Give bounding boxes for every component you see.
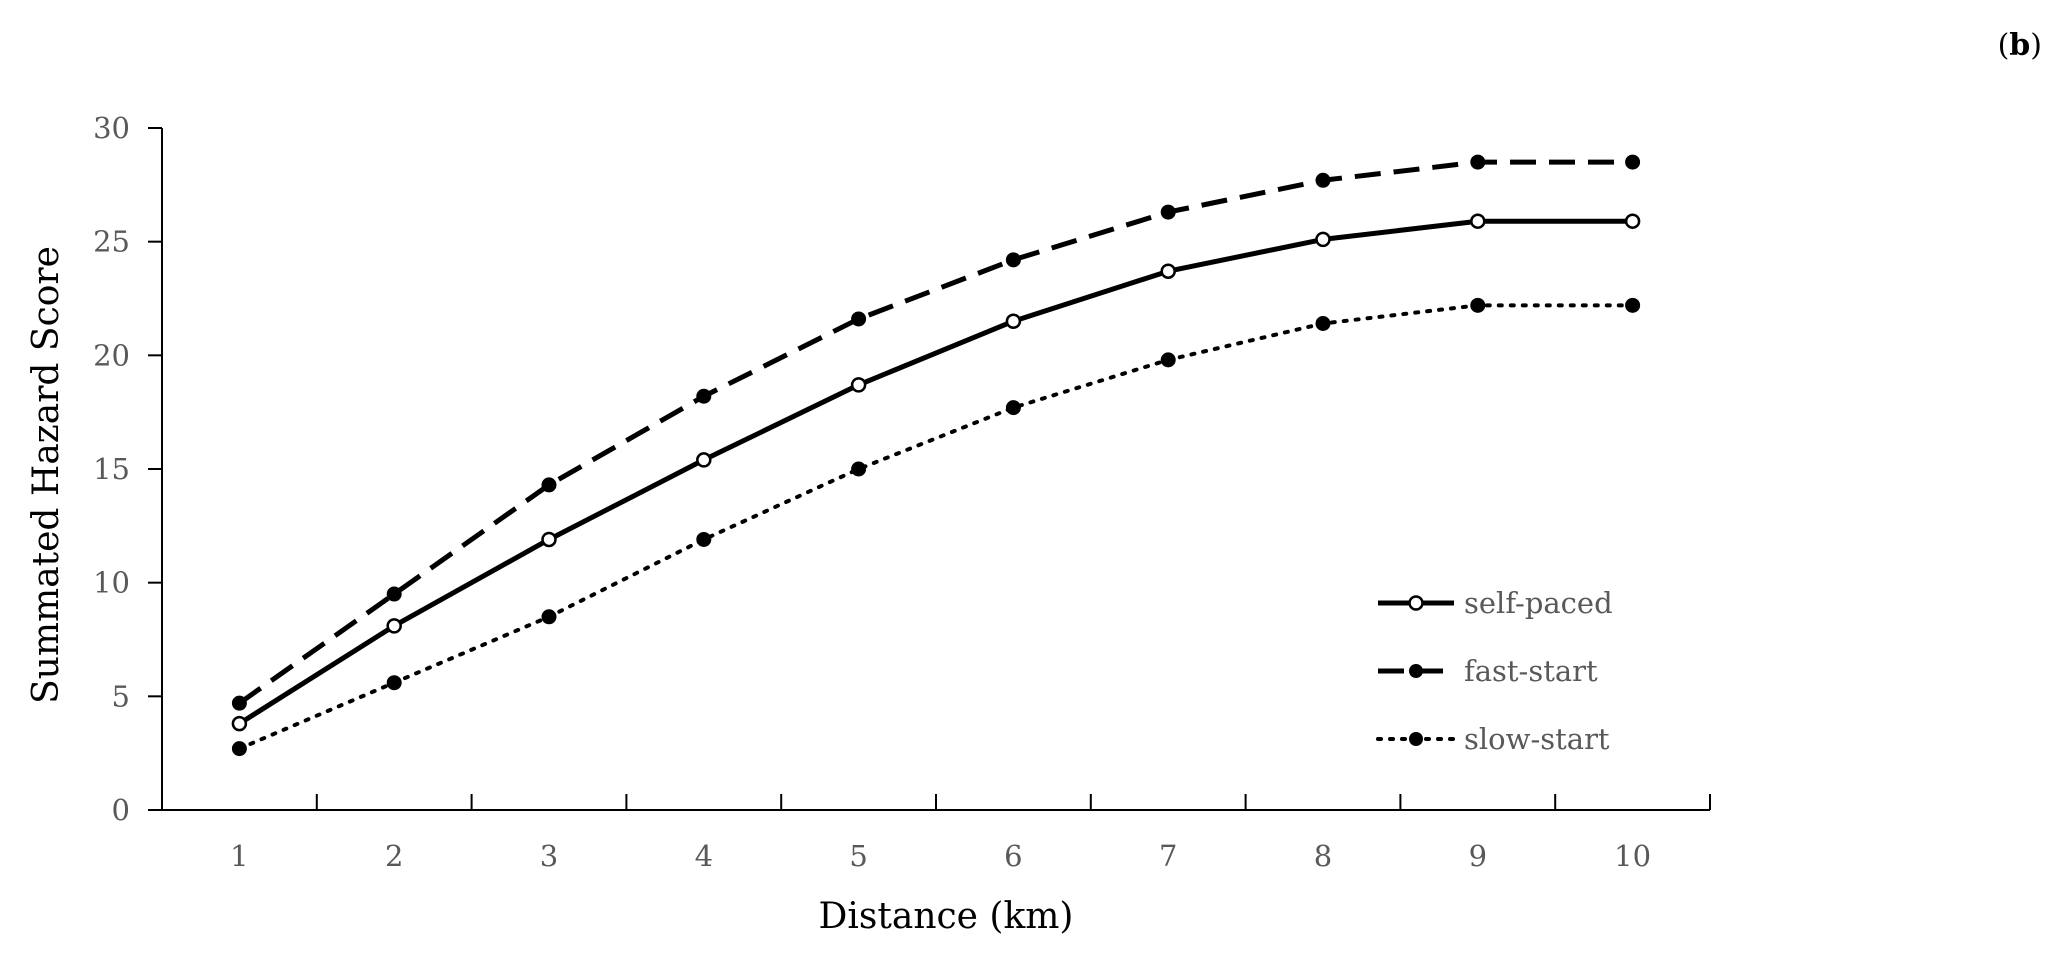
series-line-slow-start <box>237 303 1635 751</box>
data-point <box>231 695 247 711</box>
y-tick-label: 30 <box>93 111 130 145</box>
data-point <box>1470 154 1486 170</box>
data-point <box>1625 154 1641 170</box>
series-fast-start <box>231 154 1641 711</box>
x-tick-label: 6 <box>1004 839 1022 873</box>
data-point <box>696 388 712 404</box>
series-line-self-paced <box>238 218 1633 726</box>
data-point <box>1624 213 1641 229</box>
series-slow-start <box>231 297 1641 757</box>
data-point <box>1315 316 1331 332</box>
data-point <box>1625 297 1641 313</box>
legend-marker <box>1409 664 1423 678</box>
data-point <box>386 586 402 602</box>
y-tick-label: 20 <box>93 338 130 372</box>
series-layer <box>231 154 1641 757</box>
x-tick-label: 2 <box>385 839 403 873</box>
x-tick-label: 1 <box>230 839 248 873</box>
x-tick-label: 9 <box>1469 839 1487 873</box>
data-point <box>541 477 557 493</box>
y-tick-label: 15 <box>93 452 130 486</box>
y-axis-label: Summated Hazard Score <box>26 246 67 704</box>
data-point <box>696 531 712 547</box>
y-tick-label: 5 <box>112 679 130 713</box>
axes: 0 5 10 15 20 25 30 1 2 3 4 5 6 7 8 9 10 Distance (km) Summ… <box>26 111 1711 937</box>
legend-entry-slow-start: slow-start <box>1376 722 1610 756</box>
x-tick-label: 3 <box>540 839 558 873</box>
data-point <box>1005 252 1021 268</box>
data-point <box>386 675 402 691</box>
legend-entry-fast-start: fast-start <box>1378 654 1598 688</box>
legend: self-paced fast-start slow-start <box>1376 586 1613 756</box>
panel-label: (b) <box>1997 28 2042 63</box>
data-point <box>541 609 557 625</box>
legend-label: slow-start <box>1464 722 1610 756</box>
x-tick-label: 4 <box>695 839 713 873</box>
y-tick-label: 25 <box>93 225 130 259</box>
data-point <box>231 715 248 732</box>
data-point <box>851 461 867 477</box>
x-tick-label: 8 <box>1314 839 1332 873</box>
x-tick-label: 5 <box>849 839 867 873</box>
y-tick-label: 10 <box>93 566 130 600</box>
data-point <box>1315 172 1331 188</box>
data-point <box>1470 297 1486 313</box>
x-axis-label: Distance (km) <box>819 896 1074 937</box>
legend-label: self-paced <box>1464 586 1613 620</box>
data-point <box>1160 204 1176 220</box>
data-point <box>696 452 712 468</box>
x-tick-label: 10 <box>1614 839 1651 873</box>
legend-marker <box>1408 595 1424 611</box>
data-point <box>231 741 247 757</box>
data-point <box>1160 352 1176 368</box>
legend-label: fast-start <box>1464 654 1598 688</box>
data-point <box>1005 400 1021 416</box>
data-point <box>1160 263 1176 279</box>
data-point <box>1005 313 1022 329</box>
x-tick-label: 7 <box>1159 839 1177 873</box>
data-point <box>1315 231 1331 248</box>
data-point <box>851 311 867 327</box>
data-point <box>1470 213 1486 229</box>
series-self-paced <box>231 213 1641 732</box>
legend-marker <box>1409 732 1423 746</box>
y-tick-label: 0 <box>112 793 130 827</box>
data-point <box>541 531 557 548</box>
data-point <box>850 377 867 393</box>
series-line-fast-start <box>237 159 1633 706</box>
legend-entry-self-paced: self-paced <box>1378 586 1613 620</box>
data-point <box>386 618 402 634</box>
